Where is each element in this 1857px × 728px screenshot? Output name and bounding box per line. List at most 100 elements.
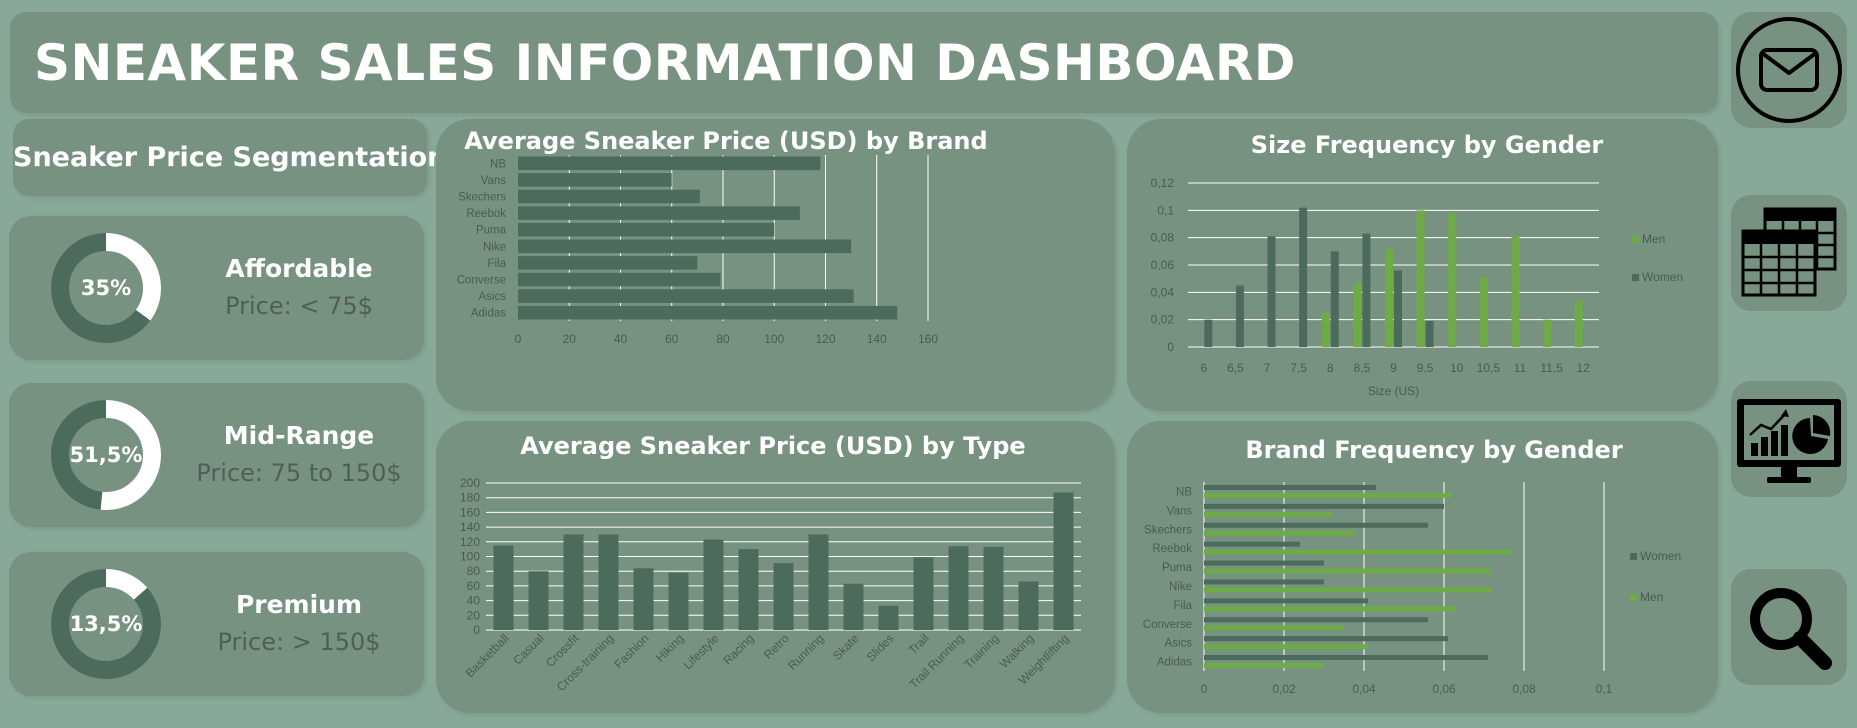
legend-label: Women [1640,549,1681,563]
bar [1204,568,1492,574]
y-tick-label: 0,04 [1151,285,1175,299]
bar [1353,282,1362,347]
y-tick-label: 60 [467,579,481,593]
bar [1543,319,1552,347]
bar [1204,530,1356,536]
bar [1053,492,1074,630]
mail-button[interactable] [1731,12,1847,128]
donut-segment [51,400,161,510]
calendar-button[interactable] [1731,195,1847,311]
bar [598,534,619,630]
y-tick-label: 0,06 [1151,258,1175,272]
search-button[interactable] [1731,569,1847,685]
bar [1204,541,1300,547]
bar [843,583,864,630]
segment-price-range: Price: > 150$ [217,628,381,656]
bar [1204,579,1324,585]
segment-card-mid-range: 51,5% Mid-Range Price: 75 to 150$ [9,383,424,527]
bar [1394,270,1402,347]
x-tick-label: 100 [764,332,784,346]
x-tick-label: Slides [864,631,897,664]
bar [518,272,721,287]
bar [1204,663,1324,669]
x-tick-label: 20 [563,332,577,346]
category-label: Skechers [458,192,506,204]
x-tick-label: 11 [1514,361,1527,375]
bar [1267,236,1276,347]
bar [1204,655,1488,661]
bar [528,571,549,630]
title-banner: SNEAKER SALES INFORMATION DASHBOARD [10,12,1718,113]
x-tick-label: Skate [830,631,862,663]
category-label: Asics [1165,638,1193,650]
bar [1204,617,1428,623]
size-frequency-panel: Size Frequency by Gender 0 0,02 0,04 0,06 0,0… [1127,119,1718,411]
donut-chart [51,400,161,510]
x-tick-label: 60 [665,332,679,346]
segment-price-range: Price: < 75$ [225,292,373,320]
bar [1204,598,1368,604]
donut-percent: 13,5% [69,612,143,636]
bar [1448,213,1457,347]
bar [1425,321,1434,347]
y-tick-label: 0,08 [1151,231,1175,245]
bar [518,173,672,187]
donut-segment [51,233,161,343]
chart-title: Average Sneaker Price (USD) by Type [520,432,1025,460]
donut-percent: 35% [80,276,132,300]
bar [773,563,794,630]
bar [1299,207,1308,347]
brand-frequency-chart: Brand Frequency by Gender 0 0,02 0,04 0,06 0,… [1143,436,1681,696]
y-tick-label: 0 [1167,340,1174,354]
segment-name: Mid-Range [223,421,375,450]
bar [518,239,852,254]
segment-name: Premium [235,590,363,619]
bar [948,546,969,630]
bar [808,534,829,630]
analytics-button[interactable] [1731,381,1847,497]
chart-title: Average Sneaker Price (USD) by Brand [464,127,987,155]
category-label: Vans [481,175,507,187]
bar [1416,210,1425,347]
x-tick-label: 8,5 [1354,361,1371,375]
x-tick-label: 0,04 [1352,682,1376,696]
x-tick-label: Training [961,631,1001,671]
y-tick-label: 0,1 [1157,203,1174,217]
category-label: Reebok [1152,543,1192,555]
bar [1330,251,1339,347]
donut-chart [51,233,161,343]
bar [1511,236,1520,347]
bar [1204,625,1344,631]
bar [518,289,854,303]
y-tick-label: 160 [460,505,480,519]
price-by-type-chart: Average Sneaker Price (USD) by Type 02040… [460,432,1081,694]
legend-swatch [1630,553,1637,560]
bar [1018,581,1039,630]
bar [1385,248,1393,347]
x-tick-label: 6 [1200,361,1207,375]
category-label: Converse [1143,619,1192,631]
page-title: SNEAKER SALES INFORMATION DASHBOARD [34,34,1296,92]
search-icon [1750,588,1832,670]
bar [1574,300,1583,347]
category-label: NB [490,158,506,170]
x-tick-label: 0 [1201,682,1208,696]
bar [518,256,698,270]
donut-segment [51,569,161,679]
segment-card-affordable: 35% Affordable Price: < 75$ [9,216,424,360]
price-by-type-panel: Average Sneaker Price (USD) by Type 0 20 40… [436,421,1115,713]
bar [1204,522,1428,528]
bar [1235,285,1244,347]
bar [738,549,759,630]
y-tick-label: 100 [460,550,480,564]
x-tick-label: 0,06 [1432,682,1456,696]
x-tick-label: 160 [918,332,938,346]
segment-price-range: Price: 75 to 150$ [196,459,402,487]
y-tick-label: 80 [467,564,481,578]
category-label: Fila [487,258,506,270]
price-by-brand-panel: Average Sneaker Price (USD) by Brand 0 20 4… [436,119,1115,411]
bar [1204,319,1213,347]
bar [703,539,724,630]
x-tick-label: Racing [720,631,756,667]
y-tick-label: 0 [473,623,480,637]
